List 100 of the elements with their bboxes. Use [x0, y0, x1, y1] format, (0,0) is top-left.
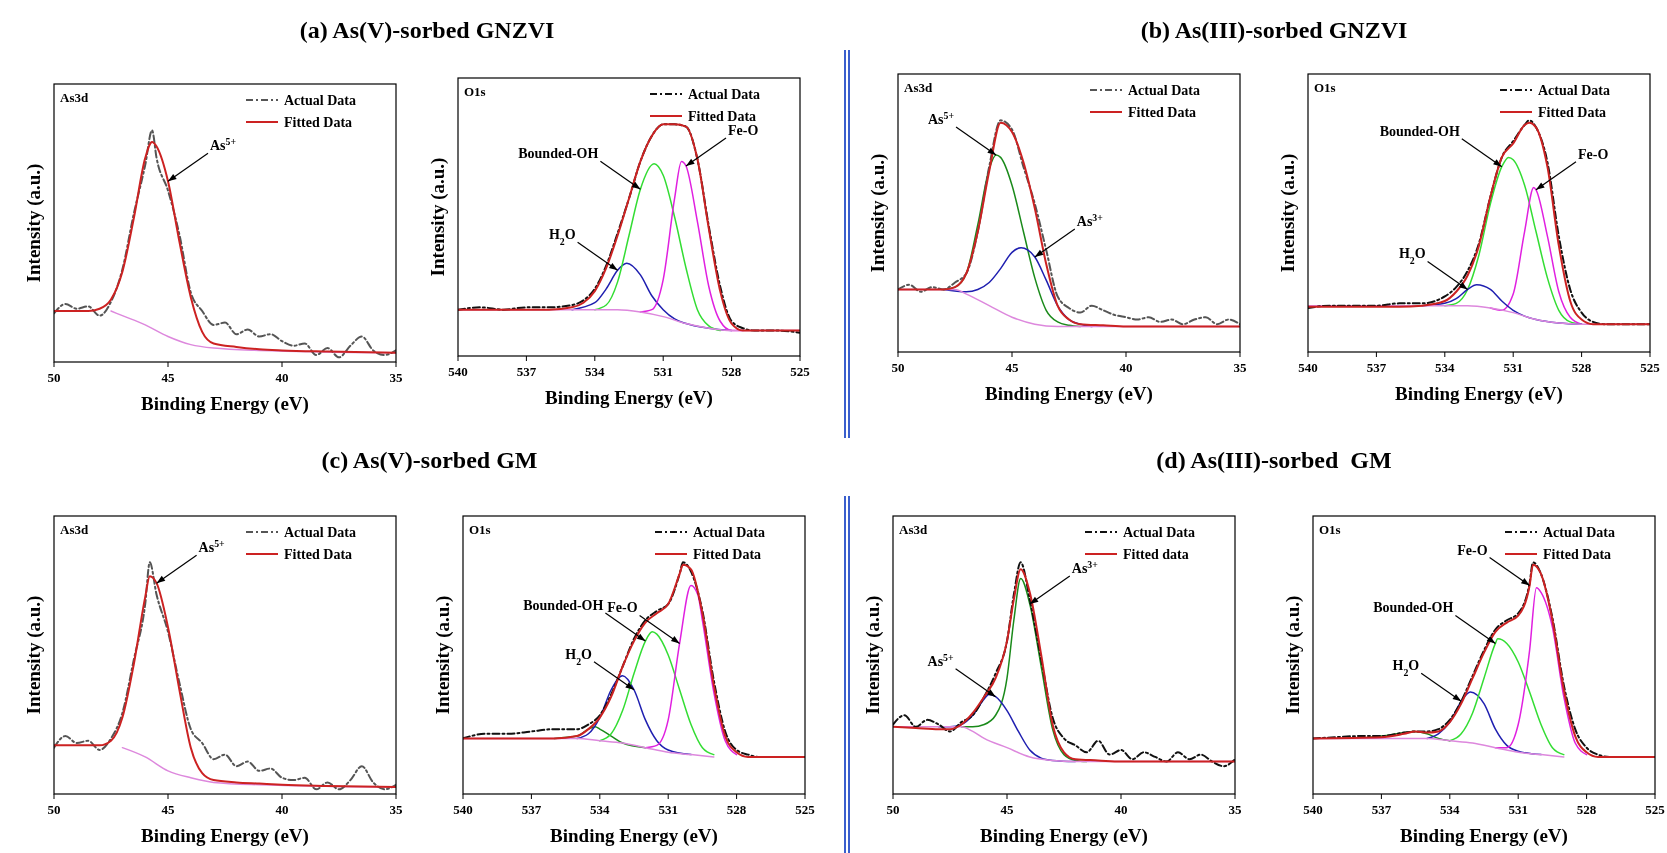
- x-tick-label: 531: [653, 364, 673, 379]
- x-tick-label: 537: [516, 364, 537, 379]
- annotation: Fe-O: [728, 123, 759, 139]
- x-tick-label: 525: [1645, 802, 1666, 817]
- x-tick-label: 35: [1228, 802, 1242, 817]
- x-tick-label: 534: [590, 802, 611, 817]
- x-tick-label: 50: [47, 370, 61, 385]
- y-axis-title: Intensity (a.u.): [867, 153, 889, 273]
- x-tick-label: 540: [453, 802, 473, 817]
- x-tick-label: 540: [448, 364, 468, 379]
- x-tick-label: 537: [521, 802, 542, 817]
- text: As3d: [60, 522, 89, 537]
- legend-label: Fitted Data: [284, 114, 353, 130]
- x-tick-label: 528: [1571, 360, 1592, 375]
- x-tick-label: 35: [389, 370, 403, 385]
- legend-label: Actual Data: [693, 524, 765, 540]
- y-axis-title: Intensity (a.u.): [432, 595, 454, 715]
- annotation: As$^{5+}$: [927, 651, 955, 669]
- legend-label: Fitted Data: [1128, 104, 1197, 120]
- x-axis-title: Binding Energy (eV): [985, 383, 1153, 405]
- y-axis-title: Intensity (a.u.): [1277, 153, 1299, 273]
- legend-label: Actual Data: [284, 92, 356, 108]
- x-tick-label: 45: [161, 370, 175, 385]
- x-tick-label: 525: [1640, 360, 1661, 375]
- annotation: Bounded-OH: [523, 598, 604, 614]
- legend-label: Fitted Data: [693, 546, 762, 562]
- annotation: H$_{2}$O: [548, 227, 576, 247]
- y-axis-title: Intensity (a.u.): [23, 163, 45, 283]
- annotation: As$^{5+}$: [927, 109, 955, 128]
- text: As3d: [899, 522, 928, 537]
- text: O1s: [469, 522, 491, 537]
- legend-label: Fitted Data: [1543, 546, 1612, 562]
- legend-label: Fitted Data: [688, 108, 757, 124]
- x-tick-label: 528: [726, 802, 747, 817]
- legend-label: Fitted Data: [1538, 104, 1607, 120]
- x-tick-label: 540: [1298, 360, 1318, 375]
- annotation: H$_{2}$O: [565, 646, 593, 667]
- x-tick-label: 534: [1435, 360, 1456, 375]
- text: O1s: [1314, 80, 1336, 95]
- legend-label: Actual Data: [284, 524, 356, 540]
- x-axis-title: Binding Energy (eV): [141, 825, 309, 847]
- x-tick-label: 531: [1508, 802, 1528, 817]
- annotation: Bounded-OH: [1373, 600, 1454, 616]
- x-tick-label: 528: [721, 364, 742, 379]
- x-tick-label: 50: [891, 360, 905, 375]
- x-tick-label: 531: [1503, 360, 1523, 375]
- x-tick-label: 50: [47, 802, 61, 817]
- annotation: As$^{3+}$: [1076, 211, 1104, 230]
- annotation: As$^{5+}$: [198, 537, 226, 556]
- annotation: Fe-O: [607, 600, 638, 616]
- chart-title: (c) As(V)-sorbed GM: [321, 447, 538, 473]
- x-axis-title: Binding Energy (eV): [141, 393, 309, 415]
- x-tick-label: 531: [658, 802, 678, 817]
- x-axis-title: Binding Energy (eV): [980, 825, 1148, 847]
- annotation: Bounded-OH: [518, 146, 599, 162]
- x-tick-label: 40: [275, 370, 289, 385]
- legend-label: Fitted data: [1123, 546, 1189, 562]
- annotation: Bounded-OH: [1379, 123, 1460, 139]
- legend-label: Actual Data: [1543, 524, 1615, 540]
- x-tick-label: 534: [585, 364, 606, 379]
- y-axis-title: Intensity (a.u.): [427, 157, 449, 277]
- x-tick-label: 525: [795, 802, 816, 817]
- x-tick-label: 35: [389, 802, 403, 817]
- x-tick-label: 50: [886, 802, 900, 817]
- text: As3d: [60, 90, 89, 105]
- x-tick-label: 537: [1371, 802, 1392, 817]
- x-axis-title: Binding Energy (eV): [545, 387, 713, 409]
- x-tick-label: 534: [1440, 802, 1461, 817]
- x-tick-label: 45: [1005, 360, 1019, 375]
- x-tick-label: 537: [1366, 360, 1387, 375]
- x-tick-label: 525: [790, 364, 811, 379]
- x-axis-title: Binding Energy (eV): [1400, 825, 1568, 847]
- legend-label: Actual Data: [1123, 524, 1195, 540]
- text: O1s: [464, 84, 486, 99]
- annotation: H$_{2}$O: [1392, 658, 1420, 678]
- annotation: Fe-O: [1578, 146, 1609, 162]
- annotation: As$^{3+}$: [1071, 558, 1099, 577]
- x-tick-label: 40: [275, 802, 289, 817]
- legend-label: Fitted Data: [284, 546, 353, 562]
- x-tick-label: 528: [1576, 802, 1597, 817]
- annotation: H$_{2}$O: [1398, 246, 1426, 266]
- y-axis-title: Intensity (a.u.): [23, 595, 45, 715]
- legend-label: Actual Data: [688, 86, 760, 102]
- legend-label: Actual Data: [1128, 82, 1200, 98]
- text: As3d: [904, 80, 933, 95]
- x-tick-label: 45: [161, 802, 175, 817]
- x-tick-label: 35: [1233, 360, 1247, 375]
- x-tick-label: 540: [1303, 802, 1323, 817]
- x-tick-label: 45: [1000, 802, 1014, 817]
- y-axis-title: Intensity (a.u.): [1282, 595, 1304, 715]
- chart-title: (a) As(V)-sorbed GNZVI: [299, 17, 555, 43]
- x-tick-label: 40: [1119, 360, 1133, 375]
- x-tick-label: 40: [1114, 802, 1128, 817]
- legend-label: Actual Data: [1538, 82, 1610, 98]
- chart-title: (b) As(III)-sorbed GNZVI: [1140, 17, 1408, 43]
- x-axis-title: Binding Energy (eV): [550, 825, 718, 847]
- text: O1s: [1319, 522, 1341, 537]
- y-axis-title: Intensity (a.u.): [862, 595, 884, 715]
- x-axis-title: Binding Energy (eV): [1395, 383, 1563, 405]
- annotation: As$^{5+}$: [210, 135, 237, 154]
